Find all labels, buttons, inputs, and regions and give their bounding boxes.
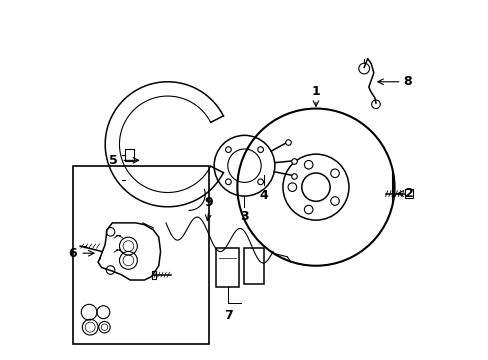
Text: 6: 6 [68, 247, 77, 260]
Bar [153, 224, 164, 232]
Bar [73, 166, 208, 344]
Text: 3: 3 [240, 210, 248, 223]
Text: 2: 2 [405, 187, 413, 200]
Bar [151, 271, 156, 279]
Bar [244, 248, 264, 284]
Text: 5: 5 [109, 154, 118, 167]
Bar [124, 149, 134, 161]
Text: 1: 1 [311, 85, 320, 98]
Bar [124, 174, 134, 186]
Bar [216, 248, 239, 287]
Text: 9: 9 [204, 195, 213, 208]
Text: 7: 7 [224, 309, 232, 321]
Text: 8: 8 [403, 75, 411, 88]
Bar [405, 189, 412, 198]
Text: 4: 4 [259, 189, 268, 202]
